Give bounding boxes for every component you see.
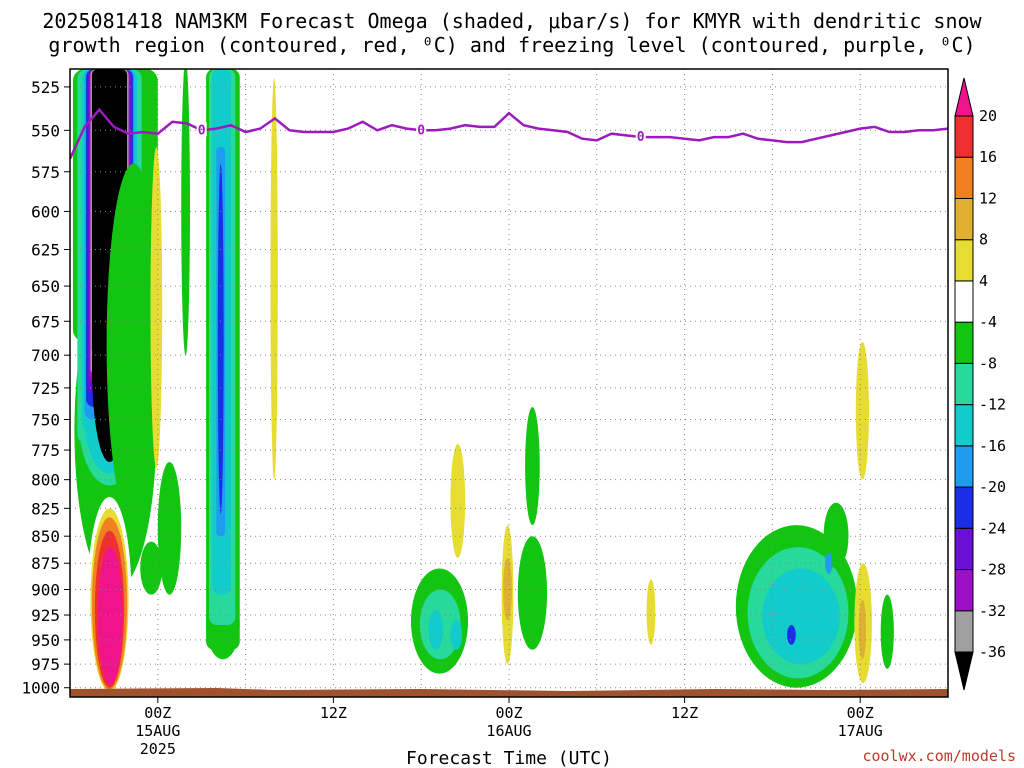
y-tick-label: 750 — [31, 410, 60, 429]
omega-small-green-a — [140, 541, 163, 595]
colorbar-label: 8 — [979, 231, 988, 249]
colorbar-bin — [954, 527, 974, 571]
colorbar-bin — [954, 239, 974, 282]
x-tick-label: 00Z — [495, 704, 522, 722]
colorbar-bin-under — [954, 651, 974, 691]
colorbar-label: 20 — [979, 107, 997, 125]
colorbar-label: 12 — [979, 189, 997, 207]
omega-late-green-top — [823, 502, 849, 569]
y-tick-label: 700 — [31, 346, 60, 365]
x-tick-date: 15AUG — [135, 722, 180, 740]
x-tick-label: 00Z — [847, 704, 874, 722]
y-tick-label: 800 — [31, 471, 60, 490]
freezing-level-label: 0 — [198, 123, 206, 138]
omega-side-green — [106, 163, 161, 526]
credit-text: coolwx.com/models — [862, 747, 1016, 765]
y-tick-label: 550 — [31, 121, 60, 140]
omega-late-green-right — [880, 594, 894, 669]
omega-mid-green-b — [517, 536, 548, 650]
x-tick-label: 12Z — [320, 704, 347, 722]
y-tick-label: 600 — [31, 202, 60, 221]
chart-title-line2: growth region (contoured, red, ⁰C) and f… — [48, 33, 975, 57]
colorbar-bin — [954, 197, 974, 241]
colorbar-label: -12 — [979, 396, 1006, 414]
omega-mid-cyan-b — [450, 620, 463, 650]
freezing-level-label-bg — [196, 122, 207, 137]
omega-col2-blue — [217, 163, 224, 514]
omega-late-cyan — [762, 568, 840, 665]
omega-thin-yellow — [270, 78, 278, 480]
colorbar-bin — [954, 115, 974, 158]
freezing-level-contour: 0 0 0 — [70, 107, 948, 160]
y-tick-label: 850 — [31, 527, 60, 546]
y-tick-label: 675 — [31, 312, 60, 331]
y-tick-label: 650 — [31, 277, 60, 296]
y-tick-label: 1000 — [21, 679, 60, 698]
colorbar-bin — [954, 445, 974, 488]
y-tick-label: 625 — [31, 240, 60, 259]
colorbar-label: -16 — [979, 437, 1006, 455]
omega-mid-gold — [503, 557, 512, 621]
freezing-level-line — [70, 107, 948, 160]
x-tick-date: 17AUG — [838, 722, 883, 740]
y-tick-label: 900 — [31, 580, 60, 599]
omega-mid-green-c — [525, 406, 540, 526]
colorbar: -36 -32 -28 -24 -20 -16 -12 -8 -4 4 8 12 16 20 — [954, 77, 1006, 691]
colorbar-bin — [954, 404, 974, 447]
omega-mid-cyan — [428, 609, 444, 650]
colorbar-label: -28 — [979, 561, 1006, 579]
colorbar-label: -32 — [979, 602, 1006, 620]
colorbar-bin — [954, 321, 974, 364]
colorbar-bin — [954, 156, 974, 199]
y-tick-label: 775 — [31, 441, 60, 460]
colorbar-bin-over — [954, 77, 974, 117]
omega-late-blue — [787, 625, 796, 645]
chart-title-line1: 2025081418 NAM3KM Forecast Omega (shaded… — [42, 9, 982, 33]
omega-mid-yellow — [450, 444, 466, 558]
colorbar-bin — [954, 486, 974, 529]
omega-small-yellow-a — [150, 147, 163, 468]
omega-late-lightblue — [825, 552, 833, 574]
freezing-level-label-bg — [635, 129, 646, 144]
y-tick-label: 525 — [31, 78, 60, 97]
omega-thin-green — [181, 69, 190, 356]
y-tick-label: 875 — [31, 554, 60, 573]
colorbar-bin — [954, 362, 974, 406]
colorbar-bin — [954, 610, 974, 653]
x-tick-label: 00Z — [144, 704, 171, 722]
ground-strip — [70, 688, 948, 697]
colorbar-label: 16 — [979, 148, 997, 166]
freezing-level-label: 0 — [417, 123, 425, 138]
colorbar-bin — [954, 569, 974, 612]
omega-mid-yellow-c — [646, 579, 656, 645]
y-tick-label: 925 — [31, 606, 60, 625]
omega-late-yellow-top — [855, 341, 869, 480]
ground-terrain — [70, 688, 948, 697]
x-tick-year: 2025 — [140, 740, 176, 758]
colorbar-bin — [954, 280, 974, 323]
omega-small-green-b — [157, 462, 182, 595]
y-tick-label: 950 — [31, 631, 60, 650]
y-tick-label: 725 — [31, 379, 60, 398]
freezing-level-label: 0 — [637, 130, 645, 145]
colorbar-label: -8 — [979, 354, 997, 372]
omega-shading — [72, 69, 894, 696]
colorbar-label: -36 — [979, 643, 1006, 661]
x-tick-date: 16AUG — [486, 722, 531, 740]
colorbar-label: -4 — [979, 313, 997, 331]
y-axis-ticks: 525 550 575 600 625 650 675 700 725 750 775 800 825 8… — [21, 78, 70, 698]
y-tick-label: 575 — [31, 163, 60, 182]
omega-lower-pink — [97, 547, 123, 685]
colorbar-label: 4 — [979, 272, 988, 290]
colorbar-label: -24 — [979, 519, 1006, 537]
x-axis-title: Forecast Time (UTC) — [406, 748, 612, 768]
x-tick-label: 12Z — [671, 704, 698, 722]
y-tick-label: 975 — [31, 655, 60, 674]
y-tick-label: 825 — [31, 499, 60, 518]
colorbar-label: -20 — [979, 478, 1006, 496]
freezing-level-label-bg — [416, 122, 427, 137]
